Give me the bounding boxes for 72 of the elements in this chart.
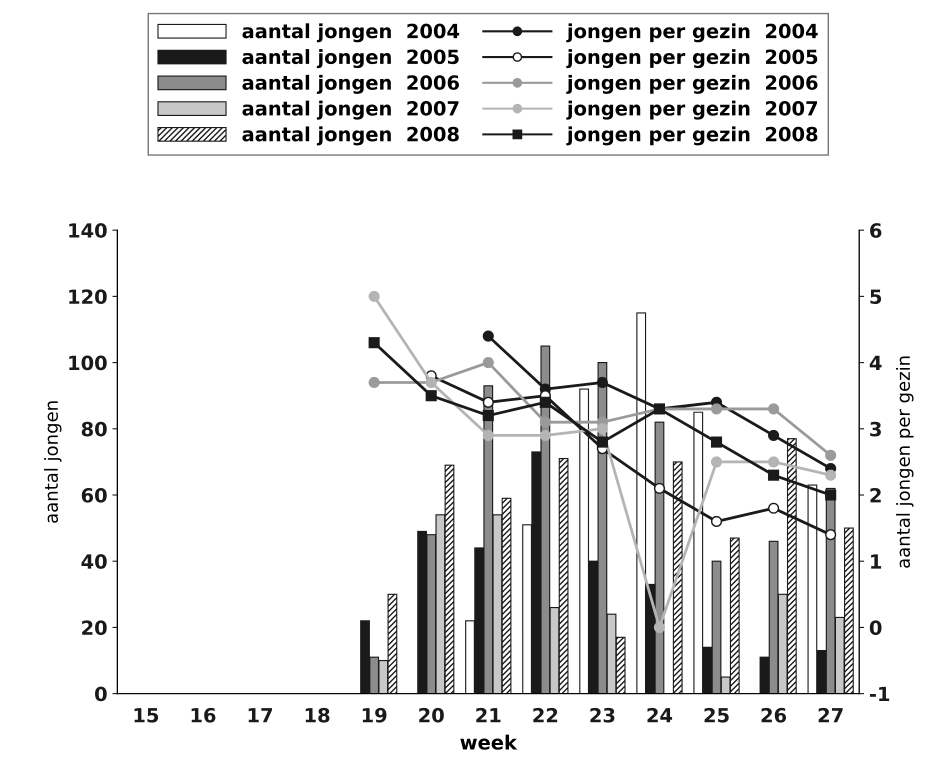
x-tick-label: 26 — [762, 708, 786, 723]
point — [768, 470, 780, 481]
x-tick-label: 22 — [533, 708, 558, 722]
y-tick-label: 40 — [81, 554, 107, 569]
legend-label: jongen per gezin 2006 — [566, 74, 818, 94]
point — [368, 290, 380, 302]
point — [825, 470, 836, 481]
point — [825, 450, 836, 461]
point — [710, 403, 722, 414]
point — [482, 357, 494, 368]
point — [710, 456, 722, 468]
point — [482, 396, 494, 408]
point — [482, 430, 494, 441]
x-tick-label: 17 — [248, 708, 272, 722]
point — [654, 622, 666, 633]
y2-tick-label: -1 — [870, 686, 890, 702]
y2-tick-label: 2 — [870, 488, 881, 502]
y-tick-label: 60 — [82, 488, 107, 503]
x-axis-title: week — [460, 734, 518, 750]
x-tick-label: 15 — [134, 708, 158, 723]
y2-tick-label: 0 — [870, 620, 882, 636]
x-tick-label: 16 — [192, 708, 216, 723]
x-tick-label: 23 — [590, 708, 614, 723]
y-tick-label: 140 — [69, 223, 107, 238]
legend-label: aantal jongen 2004 — [242, 23, 460, 42]
x-tick-label: 18 — [306, 708, 330, 723]
y-tick-label: 120 — [69, 289, 107, 304]
legend-label: jongen per gezin 2005 — [566, 49, 818, 68]
legend-label: jongen per gezin 2004 — [566, 23, 818, 42]
point — [654, 482, 666, 494]
y-tick-label: 80 — [82, 422, 107, 436]
point — [768, 403, 780, 414]
point — [825, 529, 836, 540]
y2-tick-label: 5 — [870, 290, 882, 304]
y2-tick-label: 1 — [871, 554, 882, 569]
point — [540, 430, 551, 441]
legend-label: aantal jongen 2008 — [242, 126, 459, 146]
point — [768, 502, 780, 514]
x-tick-label: 27 — [818, 708, 843, 722]
legend-label: aantal jongen 2007 — [242, 100, 458, 120]
legend-label: jongen per gezin 2008 — [566, 126, 818, 146]
point — [368, 337, 380, 348]
legend-label: aantal jongen 2006 — [242, 74, 459, 94]
legend-label: aantal jongen 2005 — [242, 49, 459, 68]
x-tick-label: 20 — [419, 708, 444, 723]
point — [596, 376, 608, 388]
point — [710, 516, 722, 528]
y-tick-label: 0 — [95, 686, 107, 702]
point — [368, 376, 380, 388]
y-tick-label: 100 — [69, 356, 107, 370]
point — [540, 416, 551, 428]
y2-axis-title: aantal jongen per gezin — [896, 356, 914, 568]
y2-tick-label: 6 — [870, 223, 882, 238]
point — [482, 410, 494, 422]
point — [768, 430, 780, 441]
x-tick-label: 19 — [362, 708, 386, 723]
x-tick-label: 24 — [647, 708, 672, 722]
point — [596, 423, 608, 434]
point — [768, 456, 780, 468]
point — [540, 396, 551, 408]
point — [825, 489, 836, 501]
y2-tick-label: 4 — [870, 356, 882, 370]
y2-tick-label: 3 — [870, 422, 881, 436]
y-tick-label: 20 — [82, 620, 107, 636]
point — [426, 390, 437, 402]
y-axis-title: aantal jongen — [44, 401, 62, 523]
legend-label: jongen per gezin 2007 — [566, 100, 818, 120]
point — [482, 330, 494, 342]
x-tick-label: 25 — [704, 708, 729, 723]
x-tick-label: 21 — [476, 708, 500, 722]
point — [596, 436, 608, 448]
point — [710, 436, 722, 448]
